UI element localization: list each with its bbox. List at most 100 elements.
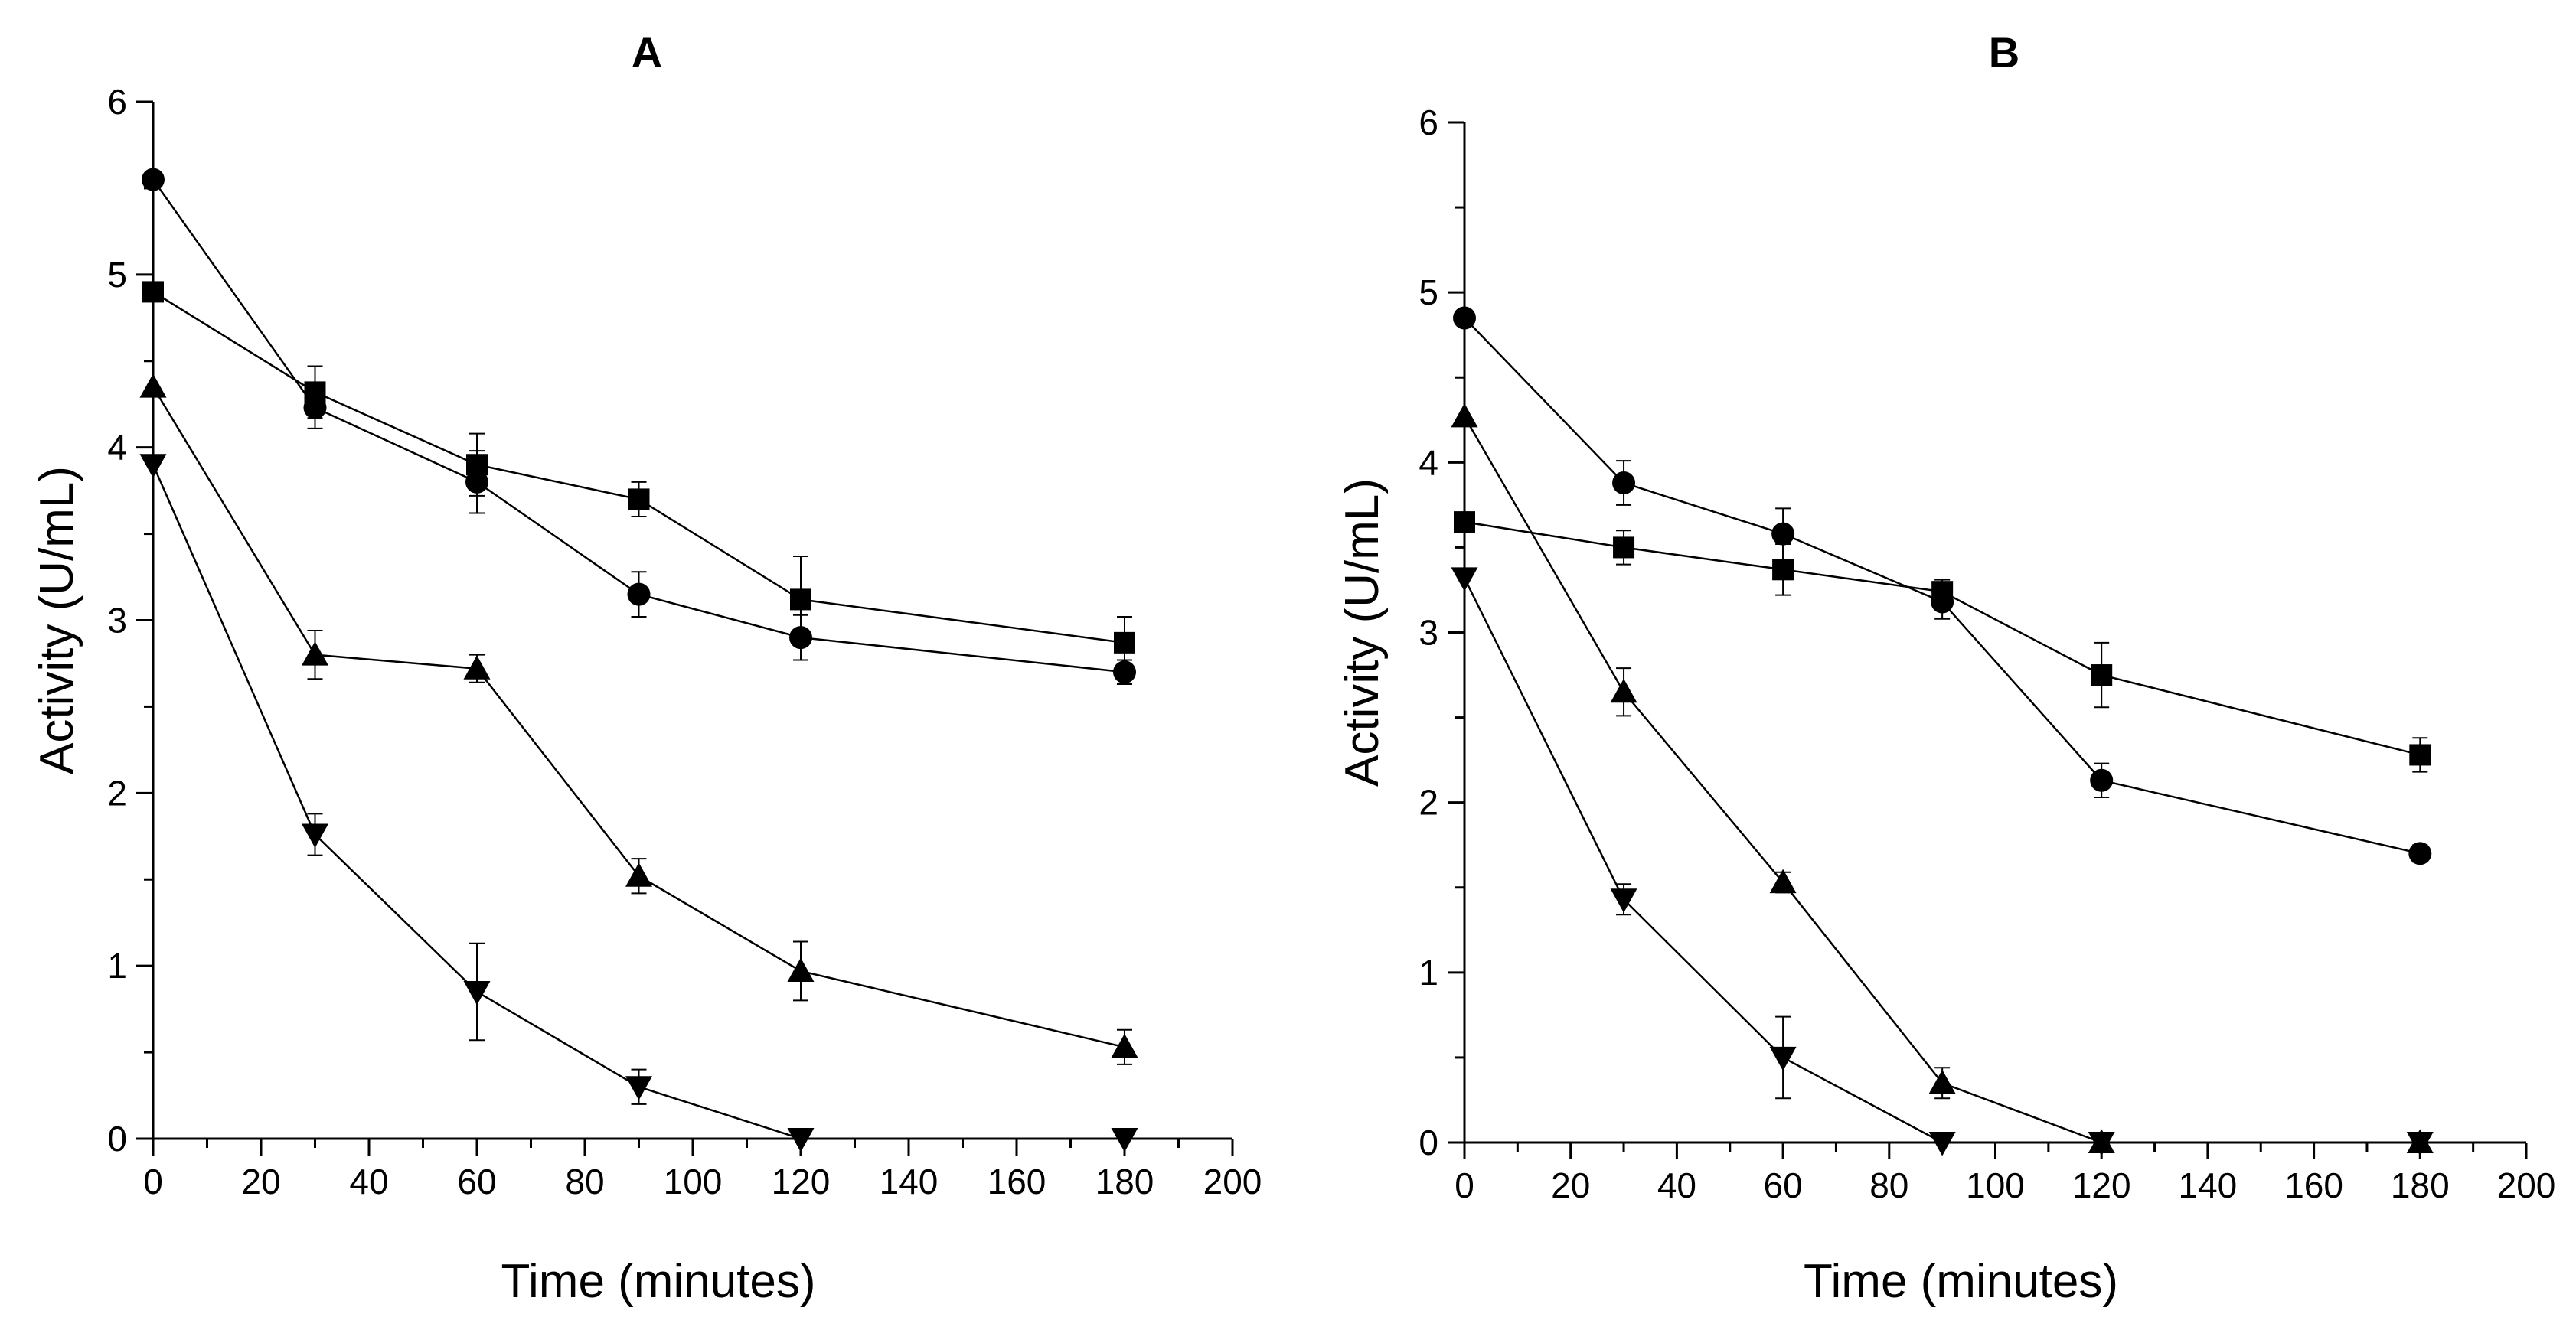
panel-a: 0 20 40 60 80 100 120 140 160 180 200 0 1 2 3 4 5 6 A Time … xyxy=(31,28,1262,1308)
x-tick-label: 160 xyxy=(2284,1165,2343,1205)
x-tick-label: 100 xyxy=(1966,1165,2025,1205)
y-tick-label: 6 xyxy=(107,82,127,122)
x-tick-label: 180 xyxy=(1095,1162,1154,1201)
y-tick-label: 0 xyxy=(107,1119,127,1159)
y-tick-label: 6 xyxy=(1419,103,1438,142)
data-point-circle xyxy=(2090,768,2114,792)
series-line-triangle-down xyxy=(152,464,1125,1140)
x-tick-label: 0 xyxy=(1455,1165,1474,1205)
data-point-triangle-down xyxy=(463,981,491,1006)
y-tick-label: 2 xyxy=(1419,783,1438,823)
data-point-circle xyxy=(303,396,327,419)
series-circle xyxy=(142,168,1136,686)
x-axis-label: Time (minutes) xyxy=(1804,1255,2118,1308)
data-point-triangle-down xyxy=(139,454,167,478)
x-tick-label: 180 xyxy=(2391,1165,2450,1205)
data-point-square xyxy=(628,488,650,510)
data-point-square xyxy=(1772,559,1794,581)
y-tick-label: 5 xyxy=(107,255,127,295)
data-point-circle xyxy=(1453,306,1476,330)
y-axis-label: Activity (U/mL) xyxy=(1336,478,1389,787)
x-tick-label: 20 xyxy=(1551,1165,1590,1205)
x-tick-label: 40 xyxy=(1657,1165,1696,1205)
panel-title: B xyxy=(1989,28,2019,77)
data-point-circle xyxy=(1771,522,1795,546)
y-tick-label: 3 xyxy=(107,601,127,641)
series-line-triangle-up xyxy=(152,386,1125,1048)
y-tick-label: 1 xyxy=(107,946,127,986)
y-tick-label: 4 xyxy=(1419,442,1438,482)
x-tick-label: 40 xyxy=(349,1162,388,1201)
data-point-triangle-down xyxy=(302,823,328,849)
series-line-triangle-down xyxy=(1463,577,2421,1144)
data-point-triangle-down xyxy=(1769,1046,1797,1071)
series-line-circle xyxy=(1464,317,2421,855)
x-tick-label: 140 xyxy=(2179,1165,2238,1205)
series-line-triangle-up xyxy=(1463,416,2421,1144)
data-point-circle xyxy=(142,168,165,191)
data-point-square xyxy=(790,588,811,611)
data-point-triangle-down xyxy=(2406,1132,2434,1156)
x-tick-label: 140 xyxy=(880,1162,939,1201)
data-point-triangle-down xyxy=(625,1076,652,1100)
x-tick-label: 100 xyxy=(664,1162,723,1201)
data-point-square xyxy=(2091,664,2113,686)
panel-title: A xyxy=(632,28,662,77)
series-line-circle xyxy=(152,178,1125,673)
data-point-triangle-up xyxy=(302,641,328,666)
series-square xyxy=(1454,511,2431,773)
data-point-square xyxy=(142,281,164,303)
data-point-circle xyxy=(789,626,812,650)
data-point-triangle-down xyxy=(1111,1128,1138,1152)
series-triangle-down xyxy=(139,454,1138,1152)
data-point-circle xyxy=(1612,471,1636,494)
data-point-circle xyxy=(465,470,488,494)
data-point-circle xyxy=(1113,660,1136,684)
y-tick-label: 2 xyxy=(107,773,127,813)
x-tick-label: 80 xyxy=(565,1162,604,1201)
data-point-triangle-up xyxy=(463,655,491,680)
data-point-square xyxy=(1454,511,1475,533)
x-tick-label: 160 xyxy=(988,1162,1046,1201)
data-point-triangle-down xyxy=(1610,888,1637,913)
y-tick-label: 0 xyxy=(1419,1123,1438,1162)
data-point-square xyxy=(1114,631,1135,654)
data-point-triangle-down xyxy=(787,1128,815,1152)
x-tick-label: 120 xyxy=(772,1162,831,1201)
data-point-square xyxy=(2409,744,2431,766)
panel-b: 0 20 40 60 80 100 120 140 160 180 200 0 1 2 3 4 5 6 B Time … xyxy=(1336,28,2555,1308)
y-tick-label: 4 xyxy=(107,428,127,468)
data-point-triangle-up xyxy=(1769,869,1797,894)
data-point-triangle-up xyxy=(1610,678,1637,703)
data-point-triangle-down xyxy=(2088,1132,2115,1156)
y-axis-label: Activity (U/mL) xyxy=(31,466,83,774)
series-line-square xyxy=(152,291,1125,644)
series-line-square xyxy=(1464,520,2421,756)
data-point-square xyxy=(1613,536,1635,559)
y-tick-label: 1 xyxy=(1419,953,1438,993)
series-triangle-down xyxy=(1451,567,2434,1156)
x-tick-label: 20 xyxy=(241,1162,280,1201)
data-point-circle xyxy=(2408,842,2432,865)
data-point-triangle-up xyxy=(1928,1069,1956,1094)
x-tick-label: 200 xyxy=(2497,1165,2556,1205)
series-triangle-up xyxy=(1451,403,2434,1153)
x-axis-label: Time (minutes) xyxy=(501,1255,815,1308)
x-tick-label: 60 xyxy=(1764,1165,1803,1205)
x-tick-label: 0 xyxy=(143,1162,163,1201)
y-tick-label: 5 xyxy=(1419,272,1438,312)
x-tick-label: 120 xyxy=(2072,1165,2131,1205)
data-point-triangle-up xyxy=(1111,1033,1138,1058)
data-point-triangle-up xyxy=(625,862,652,887)
x-tick-label: 80 xyxy=(1869,1165,1908,1205)
series-triangle-up xyxy=(139,373,1138,1065)
data-point-triangle-down xyxy=(1451,567,1478,592)
x-tick-label: 200 xyxy=(1203,1162,1262,1201)
data-point-circle xyxy=(1931,590,1954,614)
data-point-triangle-up xyxy=(139,373,167,398)
x-tick-label: 60 xyxy=(457,1162,496,1201)
series-circle xyxy=(1453,306,2432,865)
data-point-triangle-down xyxy=(1928,1132,1956,1156)
y-tick-label: 3 xyxy=(1419,613,1438,653)
